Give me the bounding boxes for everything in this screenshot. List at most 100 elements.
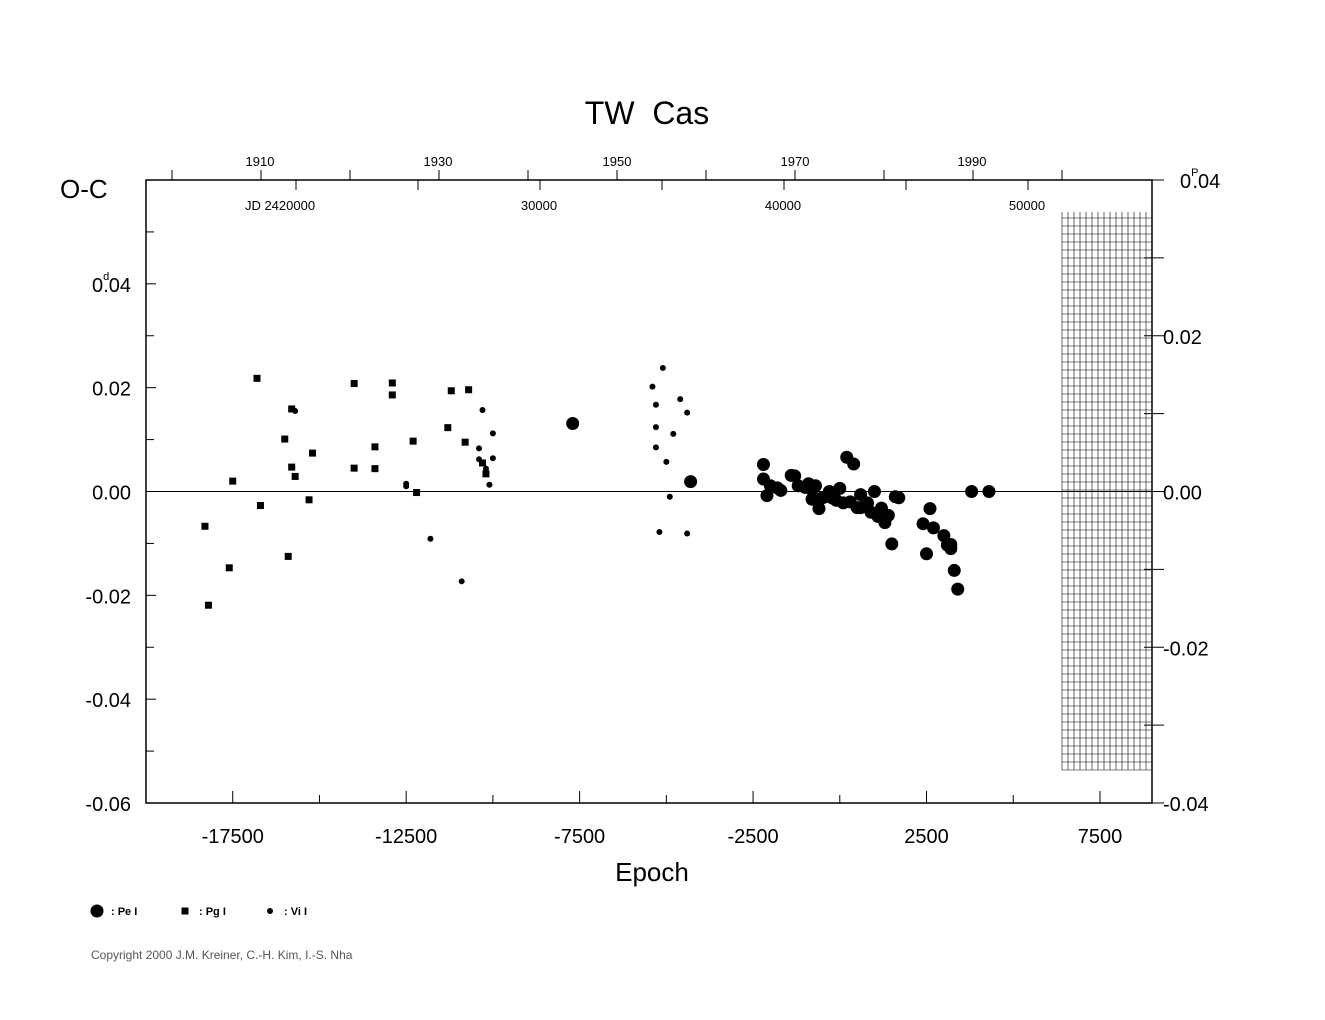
x-axis-label: Epoch [615,857,689,887]
data-point [916,517,930,531]
jd-label: 30000 [521,198,557,213]
y-axis-label-text: O-C [60,174,108,204]
data-point [225,564,233,572]
data-point [867,485,881,498]
data-point [256,502,264,510]
year-label: 1970 [781,154,810,169]
y-tick-label: -0.04 [85,690,131,712]
data-point [458,578,465,585]
data-point [413,489,421,497]
x-tick-label: -17500 [202,826,264,848]
x-tick-label: -7500 [554,826,605,848]
right-tick-label: -0.02 [1163,638,1209,660]
data-point [288,405,296,413]
data-point [788,469,802,483]
year-label: 1990 [958,154,987,169]
data-point [371,465,379,473]
right-tick-label: 0.00 [1163,483,1202,505]
jd-label: 50000 [1009,198,1045,213]
year-label: 1910 [246,154,275,169]
data-point [684,530,691,537]
data-point [923,502,937,516]
data-point [566,416,580,430]
data-point [684,409,691,416]
data-point [482,465,489,472]
data-point [476,445,483,452]
legend-marker [90,904,104,918]
data-point [892,491,906,505]
data-point [666,493,673,500]
data-point [388,391,396,399]
data-point [478,459,486,467]
y-axis-label: O-C [60,174,108,204]
right-tick-prefix: 0 [1180,171,1191,193]
data-point [881,508,895,522]
data-point [652,401,659,408]
data-point [951,582,965,596]
data-point [229,477,237,485]
legend-label: : Vi I [284,906,307,918]
legend: : Pe I : Pg I : Vi I [90,904,307,918]
data-point [309,449,317,457]
data-point [288,463,296,471]
legend-label: : Pg I [199,906,226,918]
data-point [833,481,847,495]
right-tick-label: 0.02 [1163,327,1202,349]
axes: 0d.040.020.00-0.02-0.04-0.060P.040.020.0… [85,154,1220,848]
data-point [253,374,261,382]
data-point [388,379,396,387]
data-point [982,485,996,498]
x-tick-label: 7500 [1078,826,1123,848]
data-point [659,364,666,371]
data-point [684,475,698,489]
data-point [201,522,209,530]
data-point [805,492,819,506]
y-tick-label: -0.02 [85,586,131,608]
data-point [652,424,659,431]
data-marks [201,364,996,609]
data-point [756,458,770,472]
legend-marker [267,908,273,914]
data-point [409,437,417,445]
data-point [284,552,292,560]
y-unit-label: d [103,271,109,283]
copyright-notice: Copyright 2000 J.M. Kreiner, C.-H. Kim, … [91,948,353,962]
y-tick-label: 0.02 [92,379,131,401]
y-tick-label: -0.06 [85,794,131,816]
y-tick-label: 0.00 [92,483,131,505]
data-point [447,387,455,395]
data-point [944,537,958,551]
data-point [663,458,670,465]
data-point [885,537,899,551]
data-point [403,480,410,487]
data-point [809,479,823,493]
data-point [371,443,379,451]
data-point [656,528,663,535]
data-point [479,406,486,413]
chart-title: TW Cas [585,95,709,131]
year-label: 1930 [424,154,453,169]
data-point [926,521,940,535]
data-point [461,438,469,446]
data-point [920,547,934,561]
right-tick-label: -0.04 [1163,794,1209,816]
data-point [965,485,979,498]
data-point [652,444,659,451]
data-point [305,496,313,504]
x-tick-label: -12500 [375,826,437,848]
right-tick-label: 0P.04 [1180,167,1220,193]
data-point [204,601,212,609]
data-point [670,430,677,437]
data-point [350,380,358,388]
right-tick-suffix: .04 [1192,171,1220,193]
data-point [292,408,299,415]
y-tick-prefix: 0 [92,275,103,297]
data-point [281,435,289,443]
legend-label: : Pe I [111,906,137,918]
legend-marker [181,907,189,915]
x-tick-label: -2500 [727,826,778,848]
right-unit-label: P [1191,167,1198,179]
data-point [350,464,358,472]
y-tick-label: 0d.04 [92,271,131,297]
